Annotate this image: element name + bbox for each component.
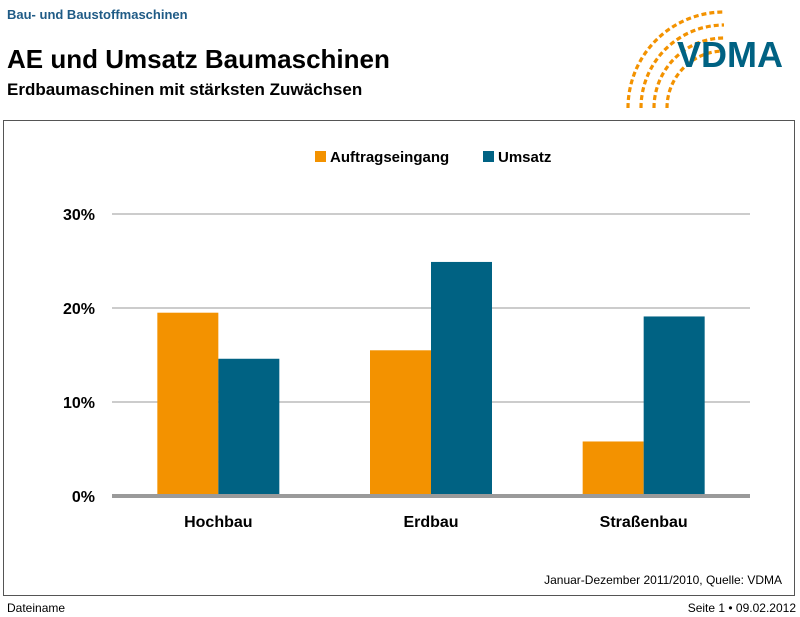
- legend-label: Auftragseingang: [330, 149, 449, 166]
- x-category-label: Erdbau: [403, 514, 458, 531]
- logo-arcs: [626, 10, 725, 109]
- y-tick-label: 0%: [72, 489, 95, 506]
- bar-auftragseingang: [370, 350, 431, 496]
- bar-umsatz: [431, 261, 492, 496]
- x-category-label: Hochbau: [184, 514, 252, 531]
- footer-filename: Dateiname: [7, 601, 66, 615]
- y-tick-label: 20%: [63, 301, 95, 318]
- legend-swatch: [483, 151, 494, 162]
- y-tick-label: 10%: [63, 395, 95, 412]
- section-label: Bau- und Baustoffmaschinen: [7, 7, 188, 22]
- bar-umsatz: [218, 358, 280, 496]
- vdma-logo: VDMA: [626, 10, 783, 109]
- x-category-label: Straßenbau: [600, 514, 688, 531]
- y-tick-label: 30%: [63, 207, 95, 224]
- bar-auftragseingang: [582, 441, 644, 496]
- page-title: AE und Umsatz Baumaschinen: [7, 44, 390, 74]
- bar-auftragseingang: [157, 312, 219, 496]
- legend-swatch: [315, 151, 326, 162]
- source-note: Januar-Dezember 2011/2010, Quelle: VDMA: [544, 573, 782, 587]
- logo-text: VDMA: [677, 34, 783, 75]
- footer-page-date: Seite 1 • 09.02.2012: [687, 601, 796, 615]
- legend-label: Umsatz: [498, 149, 551, 166]
- bar-umsatz: [643, 316, 705, 496]
- chart-frame: [3, 120, 795, 596]
- page-subtitle: Erdbaumaschinen mit stärksten Zuwächsen: [7, 80, 363, 99]
